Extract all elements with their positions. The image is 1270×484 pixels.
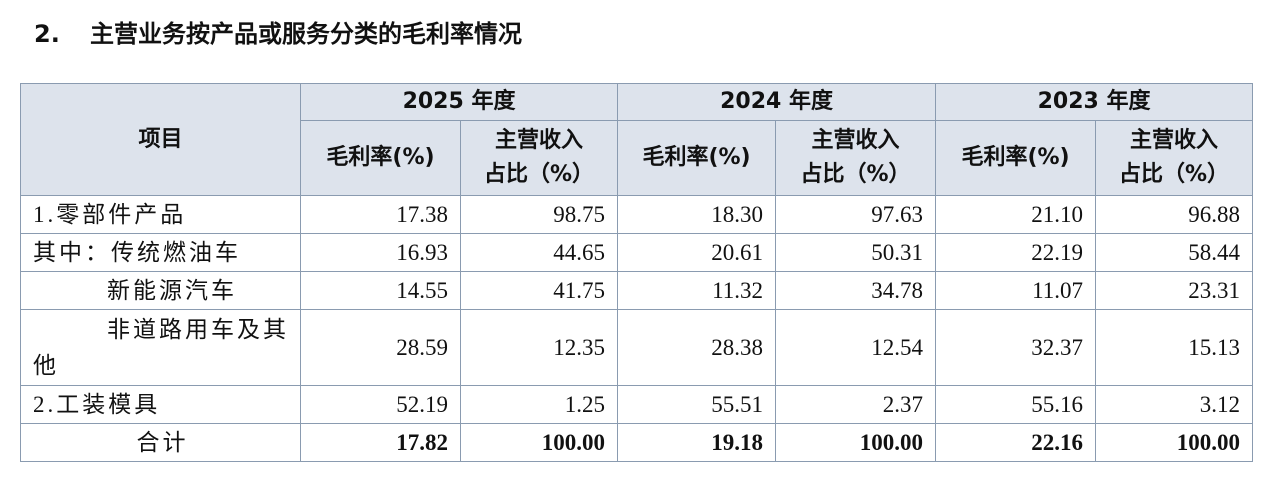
cell-value: 17.38 bbox=[300, 195, 461, 234]
row-label: 2.工装模具 bbox=[20, 385, 301, 424]
cell-value: 15.13 bbox=[1095, 309, 1254, 386]
cell-value: 16.93 bbox=[300, 233, 461, 272]
heading: 2. 主营业务按产品或服务分类的毛利率情况 bbox=[34, 14, 522, 49]
year-header: 2023 年度 bbox=[935, 83, 1254, 121]
cell-value: 17.82 bbox=[300, 423, 461, 462]
cell-value: 100.00 bbox=[459, 423, 619, 462]
row-label: 1.零部件产品 bbox=[20, 195, 301, 234]
cell-value: 18.30 bbox=[617, 195, 777, 234]
cell-value: 11.07 bbox=[935, 271, 1097, 310]
cell-value: 96.88 bbox=[1095, 195, 1254, 234]
table-body: 1.零部件产品 17.38 98.75 18.30 97.63 21.10 96.88 其中：… bbox=[20, 195, 1254, 462]
subheader-row: 毛利率(%) 主营收入 占比（%） 毛利率(%) 主营收入 占比（%） 毛利率(%) 主营… bbox=[21, 120, 1254, 196]
column-header: 毛利率(%) bbox=[300, 120, 461, 196]
corner-header: 项目 bbox=[20, 83, 301, 196]
cell-value: 52.19 bbox=[300, 385, 461, 424]
cell-value: 22.19 bbox=[935, 233, 1097, 272]
cell-value: 23.31 bbox=[1095, 271, 1254, 310]
cell-value: 20.61 bbox=[617, 233, 777, 272]
row-label: 新能源汽车 bbox=[20, 271, 301, 310]
cell-value: 28.38 bbox=[617, 309, 777, 386]
table-row: 非道路用车及其他 28.59 12.35 28.38 12.54 32.37 15.13 bbox=[20, 309, 1254, 386]
column-header: 主营收入 占比（%） bbox=[1095, 120, 1254, 196]
cell-value: 1.25 bbox=[459, 385, 619, 424]
column-header: 毛利率(%) bbox=[935, 120, 1097, 196]
cell-value: 11.32 bbox=[617, 271, 777, 310]
column-header: 主营收入 占比（%） bbox=[459, 120, 619, 196]
cell-value: 14.55 bbox=[300, 271, 461, 310]
table-row: 其中：传统燃油车 16.93 44.65 20.61 50.31 22.19 58.44 bbox=[20, 233, 1254, 272]
heading-title: 主营业务按产品或服务分类的毛利率情况 bbox=[90, 20, 522, 48]
table-row: 1.零部件产品 17.38 98.75 18.30 97.63 21.10 96.88 bbox=[20, 195, 1254, 234]
cell-value: 12.35 bbox=[459, 309, 619, 386]
row-label: 其中：传统燃油车 bbox=[20, 233, 301, 272]
cell-value: 3.12 bbox=[1095, 385, 1254, 424]
cell-value: 32.37 bbox=[935, 309, 1097, 386]
year-header: 2025 年度 bbox=[299, 83, 619, 121]
column-header: 毛利率(%) bbox=[617, 120, 777, 196]
cell-value: 100.00 bbox=[1095, 423, 1254, 462]
margin-table: 项目 2025 年度 2024 年度 2023 年度 毛利率(%) 主营收入 占比（%）毛… bbox=[20, 83, 1254, 462]
cell-value: 28.59 bbox=[300, 309, 461, 386]
cell-value: 44.65 bbox=[459, 233, 619, 272]
table-row: 合计 17.82 100.00 19.18 100.00 22.16 100.00 bbox=[20, 423, 1254, 462]
cell-value: 100.00 bbox=[775, 423, 937, 462]
row-label: 合计 bbox=[20, 423, 301, 462]
table-row: 新能源汽车 14.55 41.75 11.32 34.78 11.07 23.31 bbox=[20, 271, 1254, 310]
cell-value: 21.10 bbox=[935, 195, 1097, 234]
cell-value: 55.51 bbox=[617, 385, 777, 424]
cell-value: 22.16 bbox=[935, 423, 1097, 462]
cell-value: 2.37 bbox=[775, 385, 937, 424]
column-header: 主营收入 占比（%） bbox=[775, 120, 937, 196]
year-header: 2024 年度 bbox=[617, 83, 937, 121]
cell-value: 12.54 bbox=[775, 309, 937, 386]
cell-value: 34.78 bbox=[775, 271, 937, 310]
cell-value: 98.75 bbox=[459, 195, 619, 234]
cell-value: 97.63 bbox=[775, 195, 937, 234]
table-row: 2.工装模具 52.19 1.25 55.51 2.37 55.16 3.12 bbox=[20, 385, 1254, 424]
cell-value: 19.18 bbox=[617, 423, 777, 462]
heading-number: 2. bbox=[34, 20, 60, 48]
cell-value: 58.44 bbox=[1095, 233, 1254, 272]
cell-value: 41.75 bbox=[459, 271, 619, 310]
cell-value: 55.16 bbox=[935, 385, 1097, 424]
cell-value: 50.31 bbox=[775, 233, 937, 272]
row-label: 非道路用车及其他 bbox=[20, 309, 301, 386]
table-head: 项目 2025 年度 2024 年度 2023 年度 毛利率(%) 主营收入 占比（%）毛… bbox=[20, 83, 1254, 196]
header-row: 项目 2025 年度 2024 年度 2023 年度 bbox=[20, 83, 1254, 196]
